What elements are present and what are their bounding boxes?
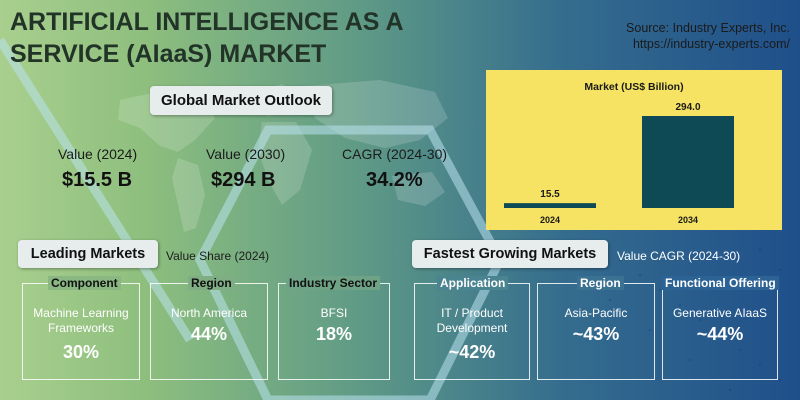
fastest-markets-heading: Fastest Growing Markets (412, 240, 608, 268)
leading-box-text: North America (170, 306, 248, 320)
fastest-box-value: ~44% (696, 324, 744, 344)
stat-value-cagr: 34.2% (366, 169, 423, 191)
stat-label-cagr: CAGR (2024-30) (342, 146, 448, 162)
fastest-box-text: Asia-Pacific (564, 306, 628, 320)
leading-box-industry-sector: BFSI 18% (278, 283, 390, 380)
leading-box-value: 30% (62, 342, 100, 362)
stat-label-value-2030: Value (2030) (206, 146, 286, 162)
market-bar-chart: Market (US$ Billion) 15.5 2024 294.0 2034 (504, 81, 734, 225)
fastest-box-head-region: Region (577, 276, 624, 290)
tick-label-2024: 2024 (540, 215, 560, 225)
fastest-box-head-application: Application (437, 276, 509, 290)
fastest-box-text: IT / Product Development (436, 306, 508, 335)
leading-box-text: Machine Learning Frameworks (33, 306, 129, 335)
dotted-texture (608, 248, 782, 392)
leading-box-head-component: Component (48, 276, 121, 290)
leading-box-head-region: Region (188, 276, 235, 290)
data-label-2034: 294.0 (675, 102, 700, 113)
leading-markets-sublabel: Value Share (2024) (166, 249, 270, 263)
source-block: Source: Industry Experts, Inc. https://i… (626, 20, 790, 52)
tick-label-2034: 2034 (678, 215, 698, 225)
leading-box-component: Machine Learning Frameworks 30% (22, 283, 140, 380)
fastest-markets-sublabel: Value CAGR (2024-30) (617, 249, 741, 263)
stat-value-2024: $15.5 B (62, 169, 133, 191)
data-label-2024: 15.5 (540, 189, 560, 200)
leading-markets-heading: Leading Markets (18, 240, 158, 268)
fastest-box-value: ~42% (448, 342, 496, 362)
stat-label-value-2024: Value (2024) (58, 146, 138, 162)
page-title: ARTIFICIAL INTELLIGENCE AS A SERVICE (AI… (10, 8, 403, 68)
fastest-box-value: ~43% (572, 324, 620, 344)
leading-box-text: BFSI (320, 306, 348, 320)
stat-value-2030: $294 B (211, 169, 276, 191)
leading-box-value: 18% (315, 324, 353, 344)
leading-box-value: 44% (190, 324, 228, 344)
fastest-box-functional-offering: Generative AIaaS ~44% (662, 283, 778, 380)
outlook-heading: Global Market Outlook (150, 86, 332, 115)
fastest-box-head-functional-offering: Functional Offering (662, 276, 779, 290)
leading-box-region: North America 44% (150, 283, 268, 380)
leading-box-head-industry-sector: Industry Sector (286, 276, 381, 290)
fastest-box-region: Asia-Pacific ~43% (537, 283, 655, 380)
bar-2024 (504, 203, 596, 208)
source-name: Source: Industry Experts, Inc. (626, 21, 790, 35)
bar-2034 (642, 116, 734, 208)
fastest-box-text: Generative AIaaS (672, 306, 768, 320)
hexagon-lines (0, 37, 506, 400)
market-chart-panel: Market (US$ Billion) 15.5 2024 294.0 2034 (486, 70, 782, 230)
source-url[interactable]: https://industry-experts.com/ (632, 37, 790, 51)
chart-title: Market (US$ Billion) (584, 81, 683, 93)
fastest-box-application: IT / Product Development ~42% (414, 283, 530, 380)
